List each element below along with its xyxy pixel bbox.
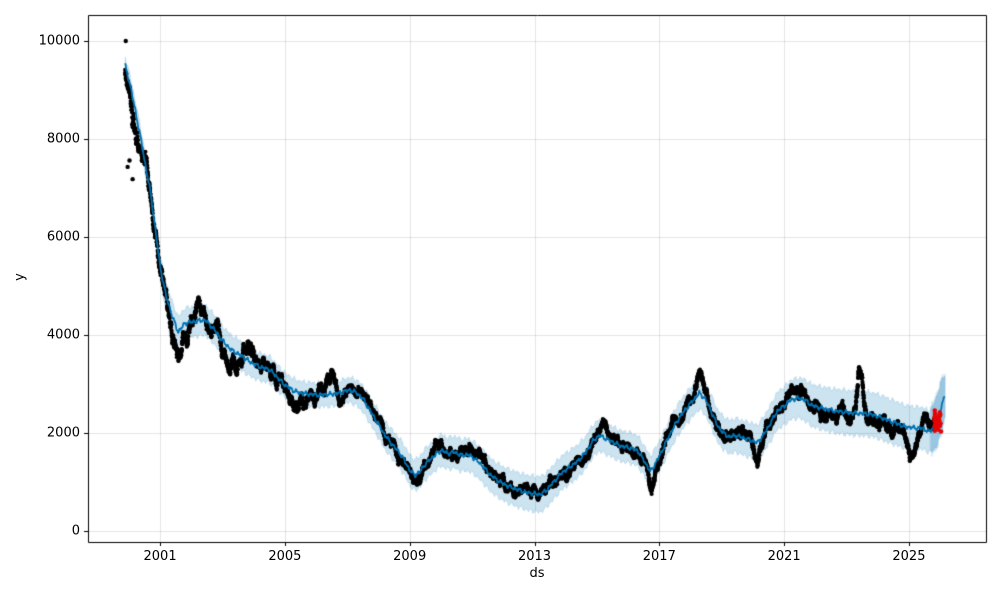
y-tick-label: 6000 (46, 229, 80, 245)
y-axis-label: y (12, 273, 28, 281)
x-tick-label: 2017 (642, 549, 676, 564)
y-tick-label: 2000 (46, 425, 80, 441)
x-tick-label: 2013 (517, 549, 552, 564)
y-tick-label: 10000 (38, 33, 80, 49)
x-axis-label: ds (529, 566, 545, 581)
y-tick-label: 0 (71, 523, 80, 539)
x-tick-label: 2021 (767, 549, 801, 564)
x-tick-label: 2009 (393, 549, 427, 564)
x-tick-label: 2005 (268, 549, 302, 564)
y-tick-label: 4000 (46, 327, 80, 343)
y-tick-label: 8000 (46, 131, 80, 147)
x-tick-label: 2025 (892, 549, 926, 564)
x-tick-label: 2001 (143, 549, 177, 564)
